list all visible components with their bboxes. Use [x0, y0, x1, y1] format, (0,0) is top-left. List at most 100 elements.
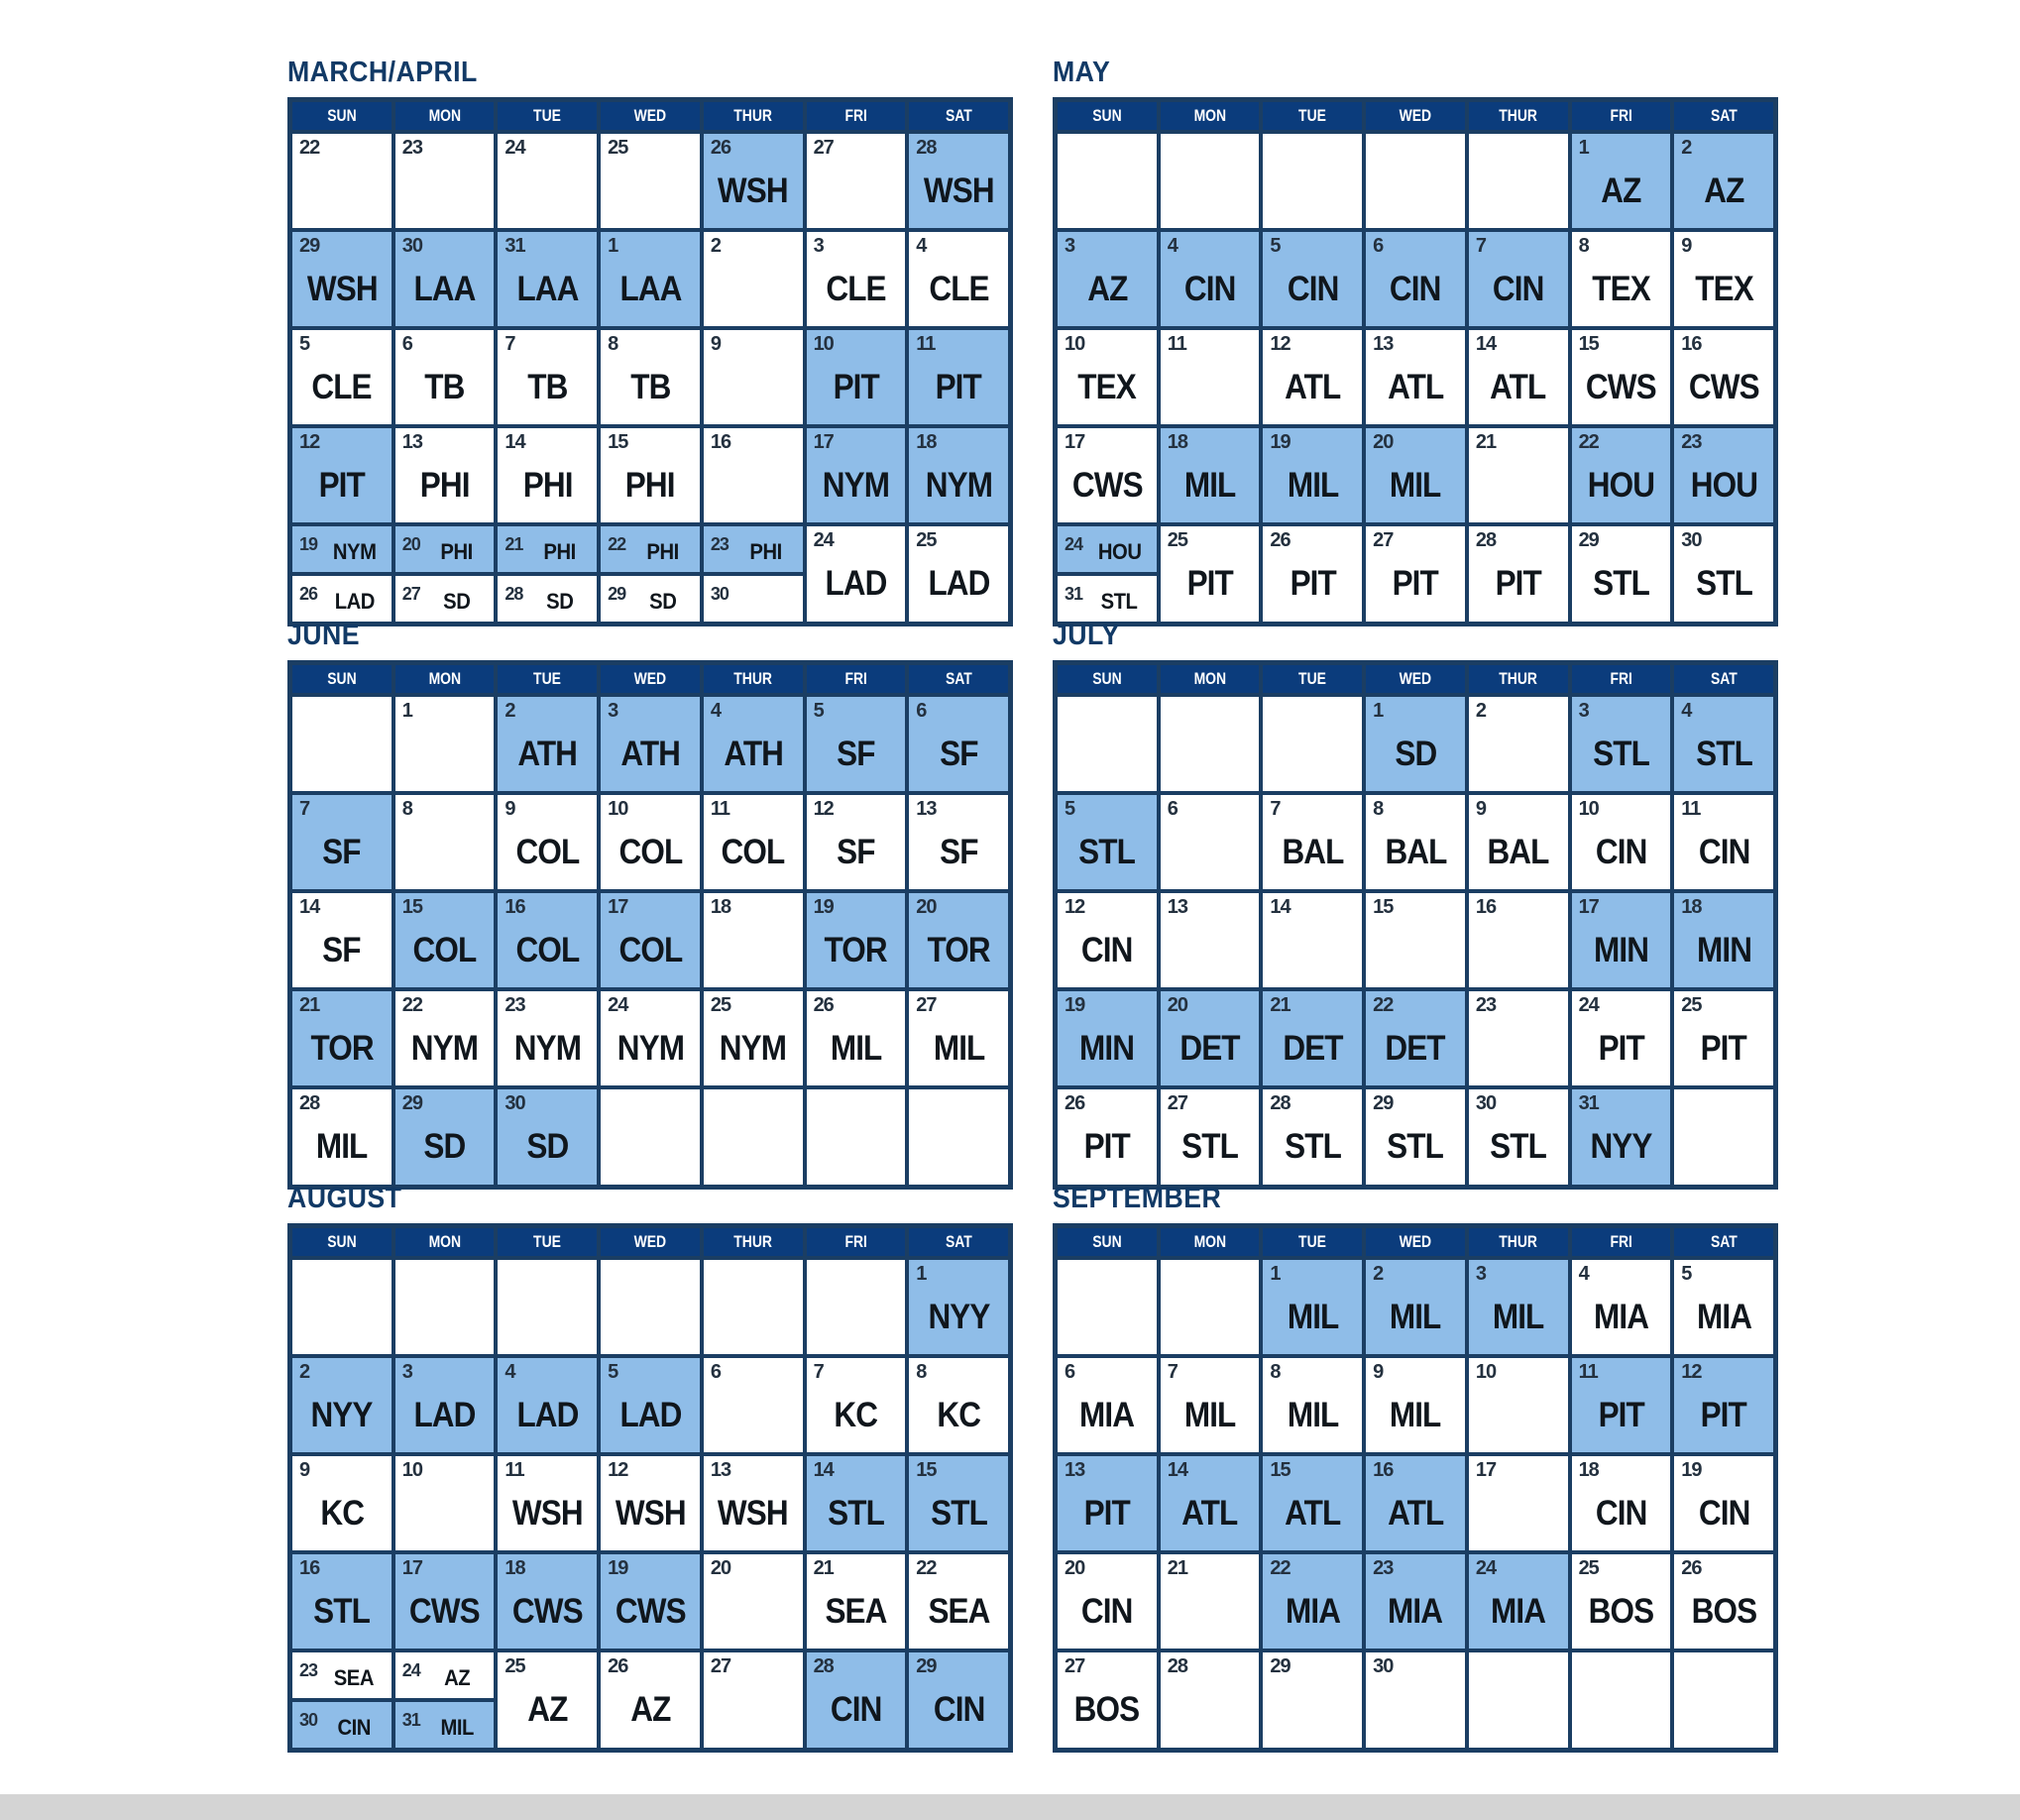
- day-half-top: 20 PHI: [394, 526, 495, 572]
- day-cell: 18 CIN: [1571, 1456, 1671, 1550]
- day-number: 14: [1475, 333, 1497, 355]
- day-cell: 7 BAL: [1263, 795, 1363, 889]
- team-abbr-text: TB: [527, 367, 568, 406]
- team-abbr-text: ATL: [1181, 1493, 1238, 1533]
- team-abbr: MIL: [1263, 1398, 1362, 1432]
- day-number: 22: [401, 994, 423, 1016]
- day-cell: 28 PIT: [1468, 526, 1568, 622]
- day-cell: 3 CLE: [806, 232, 906, 326]
- day-number: 5: [813, 700, 825, 722]
- day-cell: 4 CIN: [1160, 232, 1260, 326]
- day-number: 21: [299, 994, 320, 1016]
- day-cell: 12 ATL: [1263, 330, 1363, 424]
- team-abbr: PHI: [522, 541, 597, 563]
- day-number: 3: [401, 1361, 413, 1383]
- day-number: 24: [401, 1660, 421, 1680]
- team-abbr: ATL: [1366, 1496, 1465, 1531]
- day-cell: 5 CLE: [292, 330, 392, 424]
- day-number: 20: [916, 896, 937, 918]
- team-abbr: WSH: [601, 1496, 700, 1531]
- team-abbr-text: PIT: [1186, 564, 1233, 603]
- team-abbr: MIL: [1366, 468, 1465, 503]
- team-abbr: ATH: [704, 737, 803, 771]
- day-number: 23: [505, 994, 525, 1016]
- day-cell: 13 WSH: [703, 1456, 803, 1550]
- weekday-header: FRI: [1571, 1228, 1671, 1256]
- day-cell: [1160, 134, 1260, 228]
- weekday-header-label: FRI: [844, 669, 867, 688]
- day-number: 29: [1578, 529, 1600, 551]
- team-abbr: CWS: [1572, 370, 1671, 404]
- month-grid: SUN MON TUE WED THUR FRI SAT 1 2 ATH 3 ATH 4 ATH 5 SF 6 S…: [287, 660, 1013, 1190]
- day-number: 27: [1373, 529, 1394, 551]
- day-cell: [292, 1260, 392, 1354]
- day-number: 26: [1270, 529, 1291, 551]
- team-abbr-text: BAL: [1282, 832, 1344, 871]
- day-number: 25: [1167, 529, 1188, 551]
- day-cell: 6 MIA: [1058, 1358, 1157, 1452]
- day-number: 29: [608, 584, 626, 604]
- team-abbr: STL: [1161, 1129, 1260, 1164]
- day-number: 9: [1681, 235, 1692, 257]
- team-abbr-text: MIA: [1593, 1297, 1649, 1336]
- weekday-header: MON: [394, 1228, 495, 1256]
- team-abbr: COL: [704, 835, 803, 869]
- day-cell: 9 MIL: [1366, 1358, 1465, 1452]
- team-abbr-text: MIL: [1492, 1297, 1544, 1336]
- team-abbr-text: CLE: [928, 269, 989, 308]
- team-abbr-text: COL: [618, 930, 683, 969]
- day-cell: 9 BAL: [1468, 795, 1568, 889]
- day-cell: 16 ATL: [1366, 1456, 1465, 1550]
- day-number: 4: [505, 1361, 515, 1383]
- team-abbr: AZ: [1572, 173, 1671, 208]
- team-abbr: LAD: [601, 1398, 700, 1432]
- day-cell: 4 ATH: [703, 697, 803, 791]
- day-number: 25: [608, 137, 628, 159]
- team-abbr-text: PIT: [1598, 1028, 1644, 1068]
- team-abbr: HOU: [1082, 541, 1157, 563]
- day-cell: 5 CIN: [1263, 232, 1363, 326]
- team-abbr: AZ: [1058, 272, 1157, 306]
- day-cell: 20 DET: [1160, 991, 1260, 1085]
- day-cell: 11 PIT: [1571, 1358, 1671, 1452]
- team-abbr-text: PHI: [625, 465, 676, 505]
- day-cell: [703, 1260, 803, 1354]
- day-cell: 13 PHI: [394, 428, 495, 522]
- team-abbr: MIL: [1161, 1398, 1260, 1432]
- weekday-header: SUN: [1058, 665, 1157, 693]
- team-abbr: SEA: [317, 1667, 392, 1689]
- team-abbr: ATL: [1263, 1496, 1362, 1531]
- day-number: 8: [401, 798, 413, 820]
- day-cell: 18 NYM: [909, 428, 1008, 522]
- day-number: 8: [1270, 1361, 1281, 1383]
- team-abbr-text: TOR: [310, 1028, 374, 1068]
- day-number: 15: [608, 431, 628, 453]
- team-abbr-text: SEA: [825, 1591, 887, 1631]
- month-title-text: JULY: [1053, 620, 1120, 651]
- day-cell: 10 TEX: [1058, 330, 1157, 424]
- team-abbr-text: CWS: [1071, 465, 1143, 505]
- team-abbr-text: STL: [1078, 832, 1136, 871]
- day-cell: 19 TOR: [806, 893, 906, 987]
- team-abbr-text: NYM: [332, 539, 377, 564]
- day-cell: 29 STL: [1366, 1089, 1465, 1185]
- team-abbr: PIT: [807, 370, 906, 404]
- day-cell: 24: [498, 134, 598, 228]
- team-abbr-text: MIL: [933, 1028, 984, 1068]
- day-number: 11: [1167, 333, 1187, 355]
- team-abbr-text: NYM: [720, 1028, 787, 1068]
- team-abbr: SF: [292, 835, 392, 869]
- team-abbr: BOS: [1674, 1594, 1773, 1629]
- day-cell: 3 AZ: [1058, 232, 1157, 326]
- weekday-header: SAT: [1674, 102, 1773, 130]
- day-number: 16: [710, 431, 731, 453]
- day-number: 1: [401, 700, 413, 722]
- day-number: 19: [1681, 1459, 1702, 1481]
- day-cell: 24 NYM: [601, 991, 700, 1085]
- day-cell: 24 LAD: [806, 526, 906, 622]
- day-cell: 3 ATH: [601, 697, 700, 791]
- weekday-header-label: THUR: [733, 106, 773, 125]
- team-abbr-text: TEX: [1077, 367, 1137, 406]
- day-cell: 6 CIN: [1366, 232, 1465, 326]
- weekday-header-label: SAT: [1710, 1232, 1738, 1251]
